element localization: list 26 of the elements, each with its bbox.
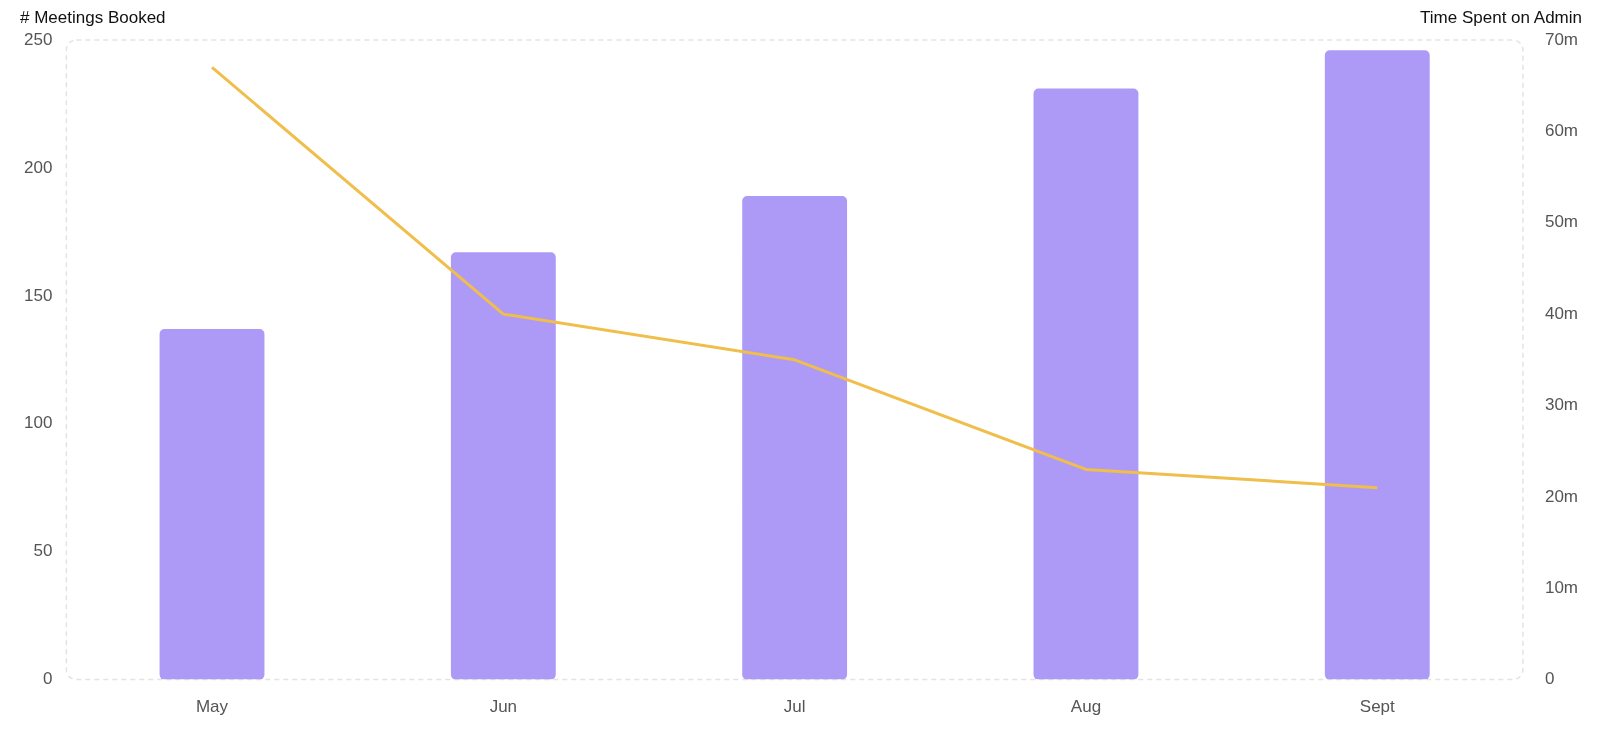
bar (1324, 50, 1430, 680)
y-axis-title: # Meetings Booked (20, 8, 166, 28)
y2-axis-title: Time Spent on Admin (1420, 8, 1582, 28)
x-tick-label: Jul (783, 697, 806, 717)
y2-tick-label: 40m (1544, 303, 1579, 323)
y2-tick-label: 10m (1544, 577, 1579, 597)
bar (159, 329, 265, 680)
y2-tick-label: 60m (1544, 121, 1579, 141)
x-tick-label: May (195, 697, 229, 717)
y2-tick-label: 70m (1544, 29, 1579, 49)
x-tick-label: Sept (1359, 697, 1396, 717)
y-tick-label: 250 (23, 29, 53, 49)
bar (1033, 88, 1139, 680)
x-tick-label: Aug (1070, 697, 1102, 717)
y2-tick-label: 50m (1544, 212, 1579, 232)
y-tick-label: 100 (23, 413, 53, 433)
y-tick-label: 0 (42, 669, 53, 689)
y-tick-label: 150 (23, 285, 53, 305)
bar (450, 252, 556, 680)
x-tick-label: Jun (489, 697, 518, 717)
y-tick-label: 50 (33, 541, 53, 561)
y2-tick-label: 0 (1544, 669, 1555, 689)
y2-tick-label: 30m (1544, 395, 1579, 415)
y-tick-label: 200 (23, 157, 53, 177)
y2-tick-label: 20m (1544, 486, 1579, 506)
bar (742, 196, 848, 680)
